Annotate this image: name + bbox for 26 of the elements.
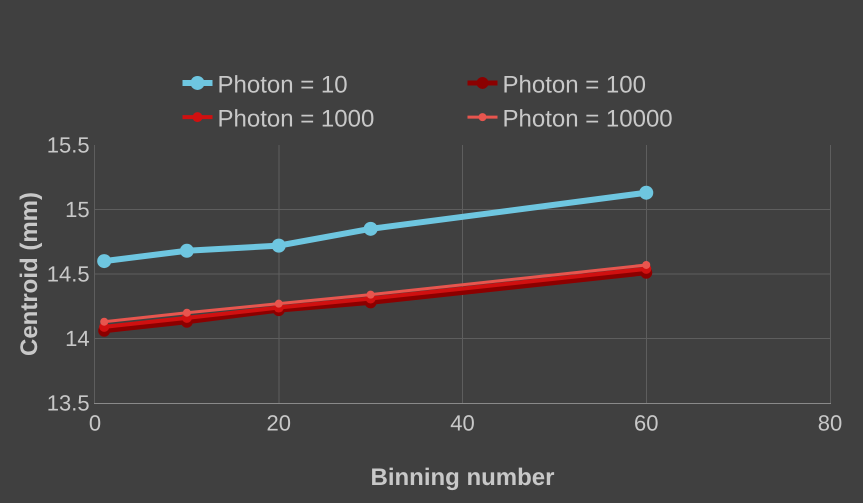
point [366, 290, 375, 299]
y-axis-title: Centroid (mm) [16, 192, 43, 356]
point [639, 186, 654, 200]
point [272, 238, 286, 253]
point [642, 260, 650, 269]
y-tick-label: 13.5 [46, 390, 90, 416]
point [274, 300, 283, 308]
y-tick-label: 15 [65, 197, 90, 222]
y-tick-label: 14 [65, 326, 90, 352]
x-axis-title: Binning number [370, 464, 554, 491]
legend-label: Photon = 10 [218, 71, 348, 98]
x-tick-label: 80 [818, 410, 842, 436]
legend-label: Photon = 10000 [502, 106, 673, 132]
legend-label: Photon = 100 [502, 71, 646, 98]
x-tick-label: 40 [450, 410, 475, 436]
point [180, 244, 194, 258]
x-tick-label: 20 [266, 410, 291, 436]
legend-label: Photon = 1000 [218, 106, 374, 132]
point [182, 308, 191, 317]
point [97, 254, 112, 268]
point [100, 318, 108, 326]
y-tick-label: 15.5 [46, 132, 90, 158]
y-tick-label: 14.5 [46, 262, 90, 287]
x-tick-label: 60 [634, 410, 658, 436]
point [364, 222, 378, 236]
x-tick-label: 0 [88, 410, 102, 436]
